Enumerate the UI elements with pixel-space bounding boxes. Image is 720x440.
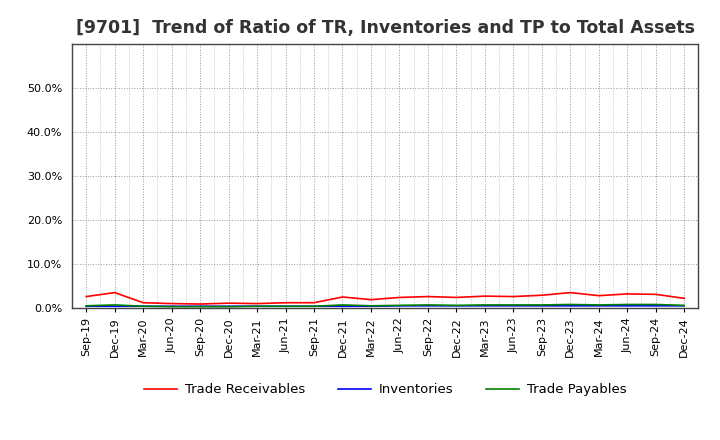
Inventories [196,304,204,309]
Inventories [338,304,347,309]
Trade Receivables [225,301,233,306]
Trade Payables [366,303,375,308]
Trade Receivables [338,294,347,300]
Trade Receivables [82,294,91,299]
Trade Receivables [680,296,688,301]
Trade Receivables [282,300,290,305]
Line: Trade Payables: Trade Payables [86,304,684,307]
Trade Payables [338,302,347,308]
Inventories [139,304,148,309]
Inventories [537,303,546,308]
Title: [9701]  Trend of Ratio of TR, Inventories and TP to Total Assets: [9701] Trend of Ratio of TR, Inventories… [76,19,695,37]
Trade Receivables [196,301,204,307]
Trade Receivables [652,292,660,297]
Trade Payables [395,303,404,308]
Trade Payables [82,303,91,308]
Trade Payables [196,304,204,309]
Trade Payables [623,302,631,307]
Trade Receivables [480,293,489,299]
Trade Payables [282,304,290,309]
Trade Receivables [537,293,546,298]
Trade Receivables [395,295,404,300]
Trade Receivables [423,294,432,299]
Inventories [680,303,688,308]
Trade Payables [310,304,318,309]
Trade Payables [225,304,233,309]
Trade Receivables [310,300,318,305]
Trade Receivables [452,295,461,300]
Trade Receivables [167,301,176,306]
Inventories [282,304,290,309]
Inventories [110,304,119,309]
Legend: Trade Receivables, Inventories, Trade Payables: Trade Receivables, Inventories, Trade Pa… [138,378,632,402]
Trade Receivables [595,293,603,298]
Trade Payables [595,302,603,308]
Inventories [395,303,404,308]
Inventories [623,303,631,308]
Trade Receivables [253,301,261,306]
Trade Receivables [366,297,375,302]
Trade Receivables [566,290,575,295]
Inventories [253,304,261,309]
Trade Receivables [110,290,119,295]
Inventories [566,303,575,308]
Trade Payables [139,304,148,309]
Inventories [480,303,489,308]
Trade Payables [110,302,119,308]
Trade Payables [167,304,176,309]
Trade Payables [480,302,489,308]
Trade Payables [566,302,575,307]
Trade Payables [652,302,660,307]
Inventories [452,303,461,308]
Line: Trade Receivables: Trade Receivables [86,293,684,304]
Inventories [366,304,375,309]
Trade Payables [452,303,461,308]
Inventories [167,304,176,309]
Inventories [82,304,91,309]
Trade Payables [253,304,261,309]
Inventories [652,303,660,308]
Inventories [595,303,603,308]
Inventories [423,303,432,308]
Trade Receivables [509,294,518,299]
Inventories [310,304,318,309]
Trade Payables [680,303,688,308]
Trade Payables [537,302,546,308]
Trade Payables [509,302,518,308]
Inventories [225,304,233,309]
Trade Receivables [623,291,631,297]
Trade Payables [423,302,432,308]
Inventories [509,303,518,308]
Trade Receivables [139,300,148,305]
